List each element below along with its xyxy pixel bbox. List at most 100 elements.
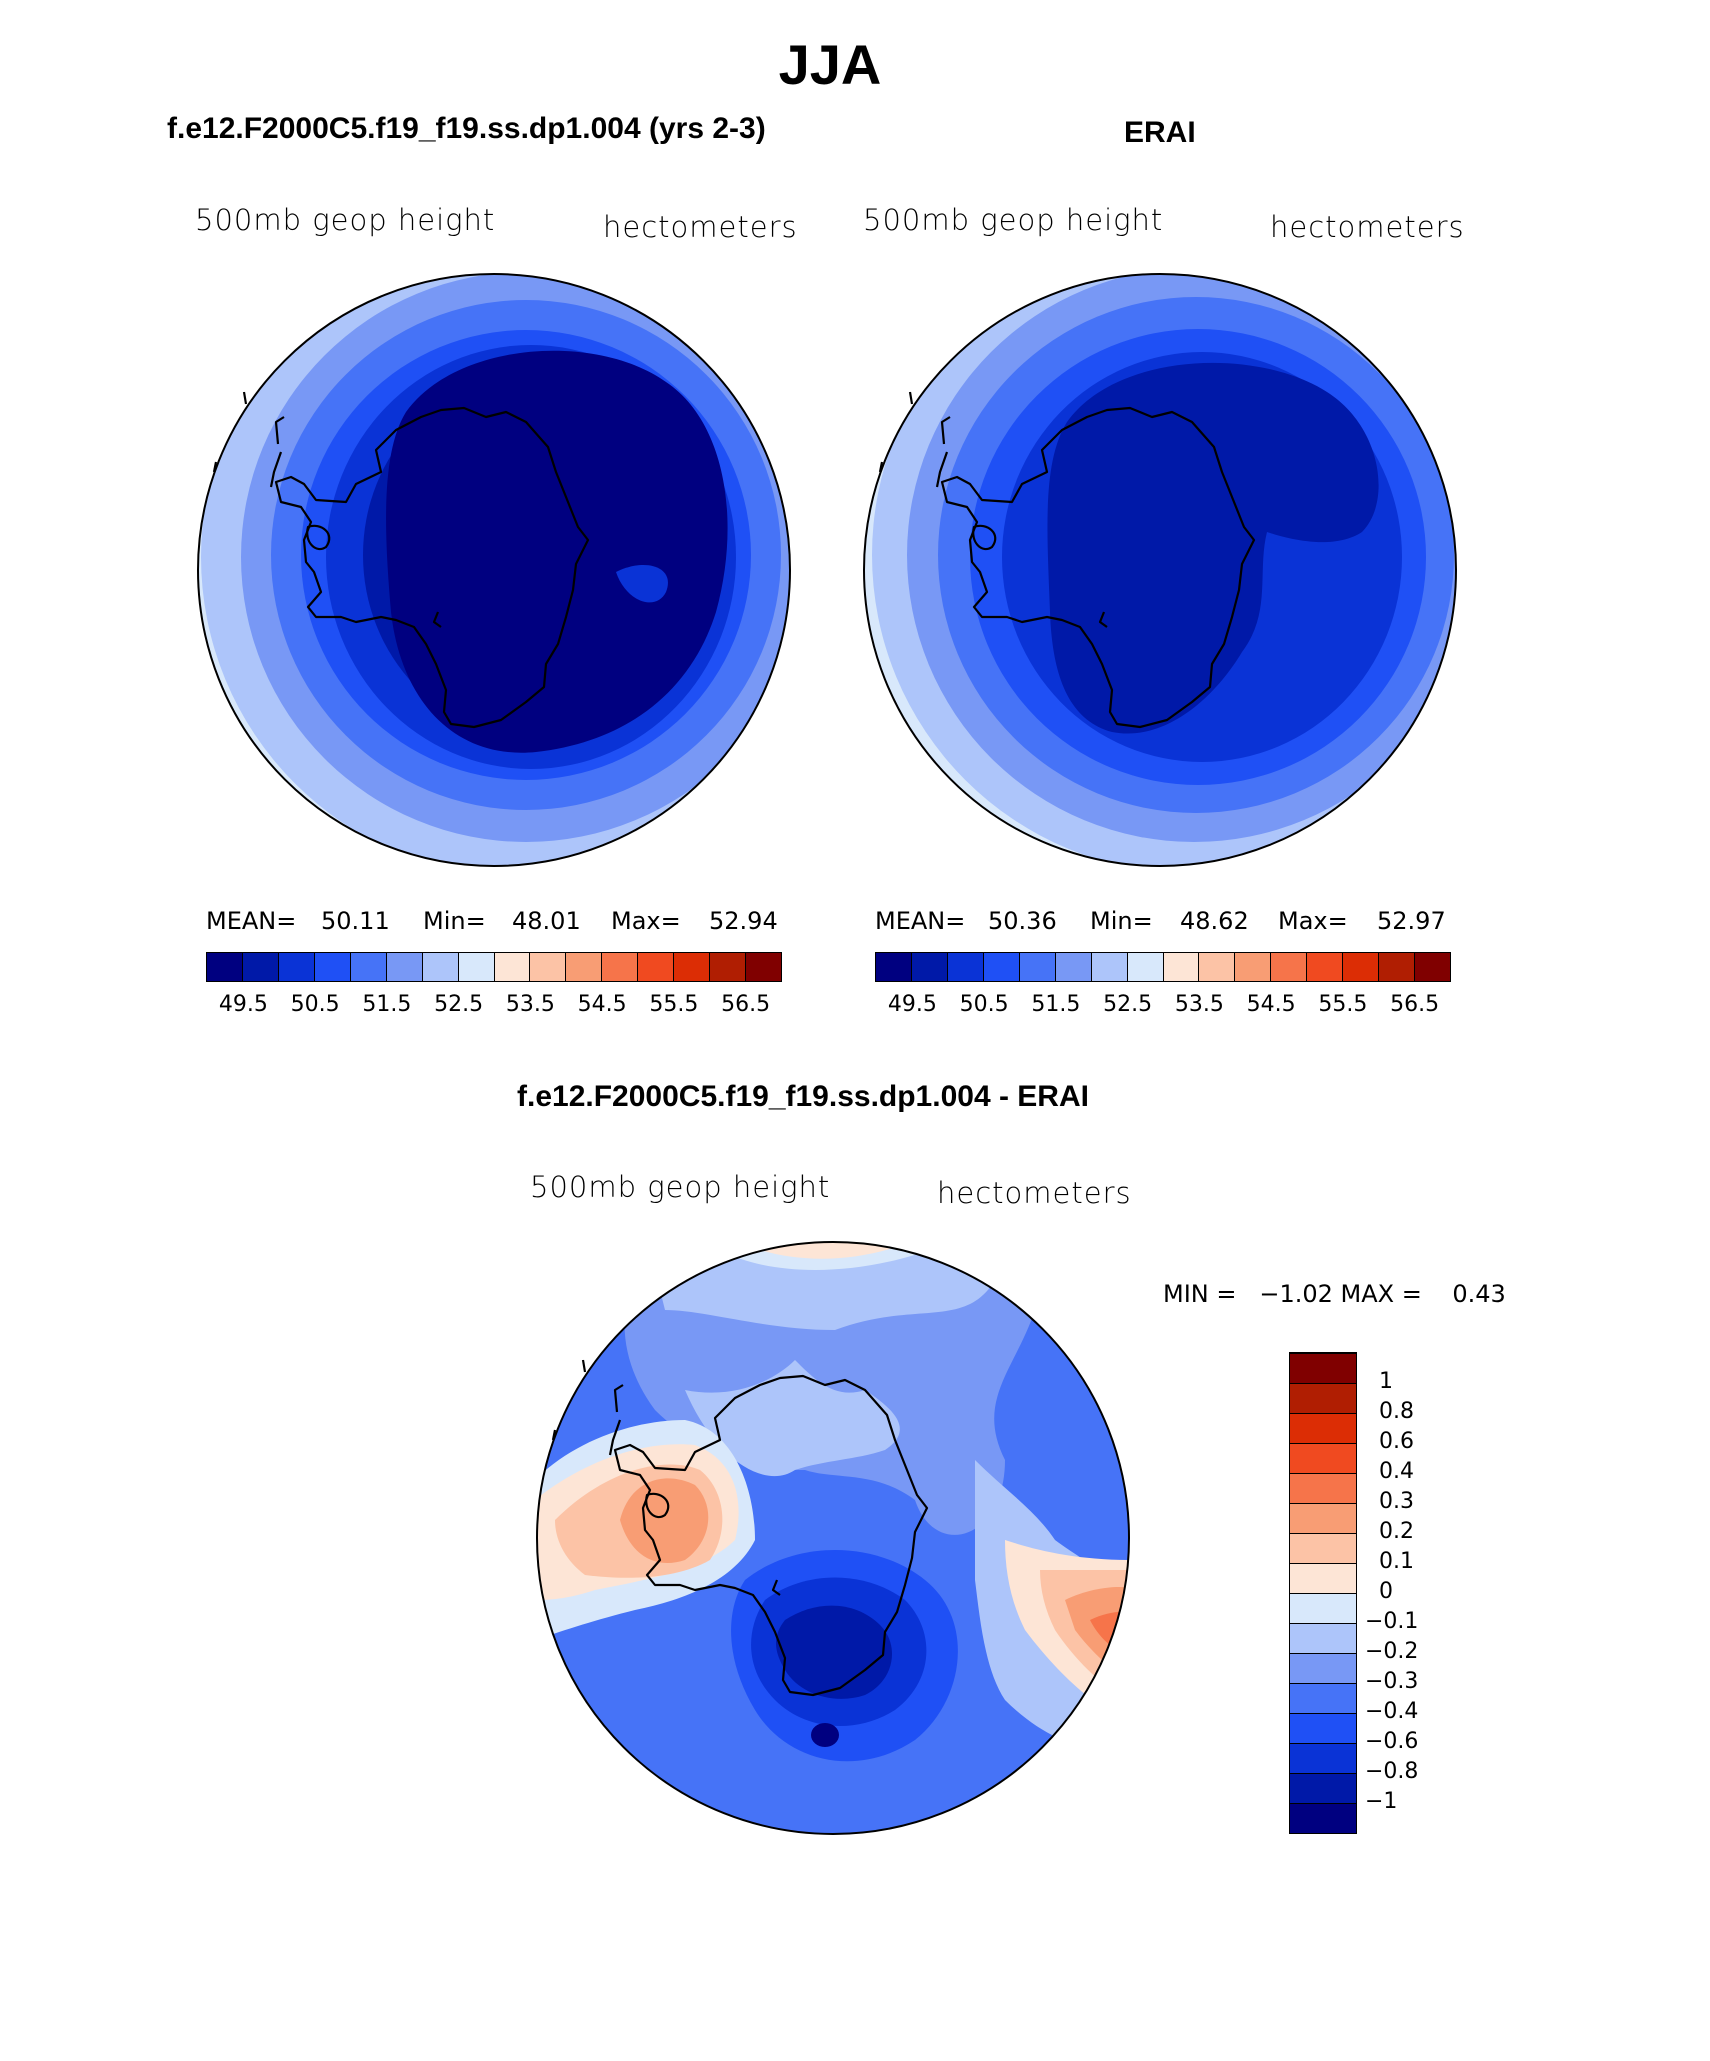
- colorbar-swatch: [746, 953, 781, 981]
- colorbar-swatch: [1290, 1533, 1356, 1563]
- colorbar-swatch: [530, 953, 567, 981]
- colorbar-tick-label: 56.5: [721, 992, 771, 1017]
- obs-polar-map: [863, 273, 1457, 867]
- colorbar-swatch: [494, 953, 531, 981]
- colorbar-swatch: [278, 953, 315, 981]
- model-mean-value: 50.11: [321, 907, 390, 935]
- colorbar-tick-label: 0.4: [1379, 1459, 1414, 1484]
- colorbar-tick-label: 55.5: [1318, 992, 1368, 1017]
- colorbar-swatch: [1290, 1713, 1356, 1743]
- colorbar-tick-label: 51.5: [362, 992, 412, 1017]
- model-panel-title: f.e12.F2000C5.f19_f19.ss.dp1.004 (yrs 2-…: [167, 112, 766, 145]
- colorbar-tick-label: 0.8: [1379, 1399, 1414, 1424]
- colorbar-swatch: [566, 953, 603, 981]
- obs-mean-label: MEAN=: [875, 907, 966, 935]
- colorbar-swatch: [1235, 953, 1272, 981]
- colorbar-swatch: [1290, 1623, 1356, 1653]
- colorbar-swatch: [207, 953, 243, 981]
- obs-mean-value: 50.36: [988, 907, 1057, 935]
- colorbar-tick-label: 1: [1379, 1369, 1393, 1394]
- colorbar-tick-label: 0.6: [1379, 1429, 1414, 1454]
- colorbar-swatch: [1343, 953, 1380, 981]
- colorbar-tick-label: 51.5: [1031, 992, 1081, 1017]
- obs-max-value: 52.97: [1377, 907, 1446, 935]
- obs-min-label: Min=: [1090, 907, 1153, 935]
- colorbar-swatch: [1290, 1443, 1356, 1473]
- model-mean-label: MEAN=: [206, 907, 297, 935]
- colorbar-swatch: [458, 953, 495, 981]
- colorbar-swatch: [422, 953, 459, 981]
- colorbar-swatch: [1290, 1563, 1356, 1593]
- colorbar-swatch: [1290, 1803, 1356, 1833]
- colorbar-swatch: [314, 953, 351, 981]
- colorbar-swatch: [876, 953, 912, 981]
- colorbar-swatch: [1127, 953, 1164, 981]
- colorbar-swatch: [1290, 1743, 1356, 1773]
- obs-colorbar-ticks: 49.5 50.5 51.5 52.5 53.5 54.5 55.5 56.5: [875, 992, 1449, 1022]
- colorbar-tick-label: −0.1: [1365, 1609, 1419, 1634]
- colorbar-swatch: [242, 953, 279, 981]
- colorbar-tick-label: 50.5: [959, 992, 1009, 1017]
- colorbar-tick-label: 55.5: [649, 992, 699, 1017]
- colorbar-swatch: [1307, 953, 1344, 981]
- colorbar-swatch: [1290, 1773, 1356, 1803]
- colorbar-tick-label: 49.5: [887, 992, 937, 1017]
- colorbar-tick-label: 0.1: [1379, 1549, 1414, 1574]
- obs-units-label: hectometers: [1270, 210, 1465, 244]
- colorbar-tick-label: −0.3: [1365, 1669, 1419, 1694]
- diff-colorbar-ticks: −1 −0.8 −0.6 −0.4 −0.3 −0.2 −0.1 0 0.1 0.2 0.3 0.4 0…: [1365, 1352, 1485, 1832]
- colorbar-swatch: [1290, 1413, 1356, 1443]
- colorbar-tick-label: 0: [1379, 1579, 1393, 1604]
- colorbar-swatch: [1290, 1473, 1356, 1503]
- colorbar-tick-label: −1: [1365, 1789, 1398, 1814]
- colorbar-swatch: [1379, 953, 1416, 981]
- colorbar-tick-label: 54.5: [577, 992, 627, 1017]
- colorbar-tick-label: 52.5: [434, 992, 484, 1017]
- colorbar-swatch: [674, 953, 711, 981]
- colorbar-tick-label: −0.4: [1365, 1699, 1419, 1724]
- colorbar-swatch: [1290, 1653, 1356, 1683]
- colorbar-swatch: [1163, 953, 1200, 981]
- colorbar-tick-label: 52.5: [1103, 992, 1153, 1017]
- colorbar-tick-label: 53.5: [505, 992, 555, 1017]
- colorbar-tick-label: 54.5: [1246, 992, 1296, 1017]
- diff-colorbar: [1289, 1352, 1357, 1834]
- colorbar-swatch: [638, 953, 675, 981]
- obs-variable-label: 500mb geop height: [863, 203, 1164, 237]
- obs-panel-title: ERAI: [1124, 116, 1196, 149]
- colorbar-swatch: [1055, 953, 1092, 981]
- colorbar-swatch: [710, 953, 747, 981]
- colorbar-swatch: [350, 953, 387, 981]
- model-units-label: hectometers: [603, 210, 798, 244]
- diff-units-label: hectometers: [937, 1176, 1132, 1210]
- model-colorbar: [206, 952, 782, 982]
- colorbar-swatch: [983, 953, 1020, 981]
- colorbar-swatch: [1290, 1383, 1356, 1413]
- colorbar-tick-label: −0.8: [1365, 1759, 1419, 1784]
- colorbar-tick-label: −0.2: [1365, 1639, 1419, 1664]
- obs-max-label: Max=: [1278, 907, 1348, 935]
- colorbar-tick-label: −0.6: [1365, 1729, 1419, 1754]
- colorbar-swatch: [1271, 953, 1308, 981]
- page-title: JJA: [778, 33, 882, 96]
- obs-min-value: 48.62: [1180, 907, 1249, 935]
- colorbar-swatch: [947, 953, 984, 981]
- colorbar-tick-label: 50.5: [290, 992, 340, 1017]
- model-colorbar-ticks: 49.5 50.5 51.5 52.5 53.5 54.5 55.5 56.5: [206, 992, 780, 1022]
- colorbar-tick-label: 0.3: [1379, 1489, 1414, 1514]
- diff-panel-title: f.e12.F2000C5.f19_f19.ss.dp1.004 - ERAI: [517, 1080, 1089, 1113]
- colorbar-swatch: [1415, 953, 1450, 981]
- model-max-value: 52.94: [709, 907, 778, 935]
- model-polar-map: [197, 273, 791, 867]
- colorbar-swatch: [602, 953, 639, 981]
- colorbar-swatch: [1091, 953, 1128, 981]
- diff-min-max: MIN = −1.02 MAX = 0.43: [1163, 1280, 1506, 1308]
- colorbar-swatch: [1290, 1353, 1356, 1383]
- colorbar-tick-label: 0.2: [1379, 1519, 1414, 1544]
- colorbar-swatch: [1290, 1593, 1356, 1623]
- colorbar-tick-label: 56.5: [1390, 992, 1440, 1017]
- colorbar-swatch: [1019, 953, 1056, 981]
- colorbar-swatch: [911, 953, 948, 981]
- colorbar-tick-label: 49.5: [218, 992, 268, 1017]
- colorbar-swatch: [1290, 1683, 1356, 1713]
